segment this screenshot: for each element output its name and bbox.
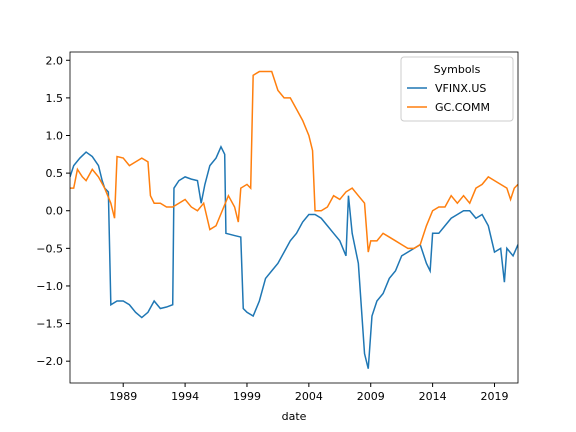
plot-frame [69,51,519,384]
x-tick-label: 1989 [109,390,137,403]
y-tick-label: 0.5 [46,167,64,180]
x-tick-label: 2014 [419,390,447,403]
y-tick-label: 2.0 [46,54,64,67]
y-tick-label: −0.5 [36,242,63,255]
y-tick-label: −2.0 [36,355,63,368]
x-tick-label: 2004 [295,390,323,403]
x-tick-label: 1999 [233,390,261,403]
x-tick-label: 2009 [357,390,385,403]
legend-box [400,56,514,122]
legend-title: Symbols [434,63,481,76]
y-tick-label: 1.5 [46,92,64,105]
y-tick-label: −1.5 [36,318,63,331]
legend-label: GC.COMM [435,101,490,114]
x-tick-label: 1994 [171,390,199,403]
legend-label: VFINX.US [435,82,486,95]
x-axis-label: date [282,410,307,423]
line-series [70,70,518,253]
line-series [70,145,518,369]
y-tick-label: 1.0 [46,130,64,143]
x-tick-label: 2019 [480,390,508,403]
y-tick-label: −1.0 [36,280,63,293]
y-tick-label: 0.0 [46,205,64,218]
